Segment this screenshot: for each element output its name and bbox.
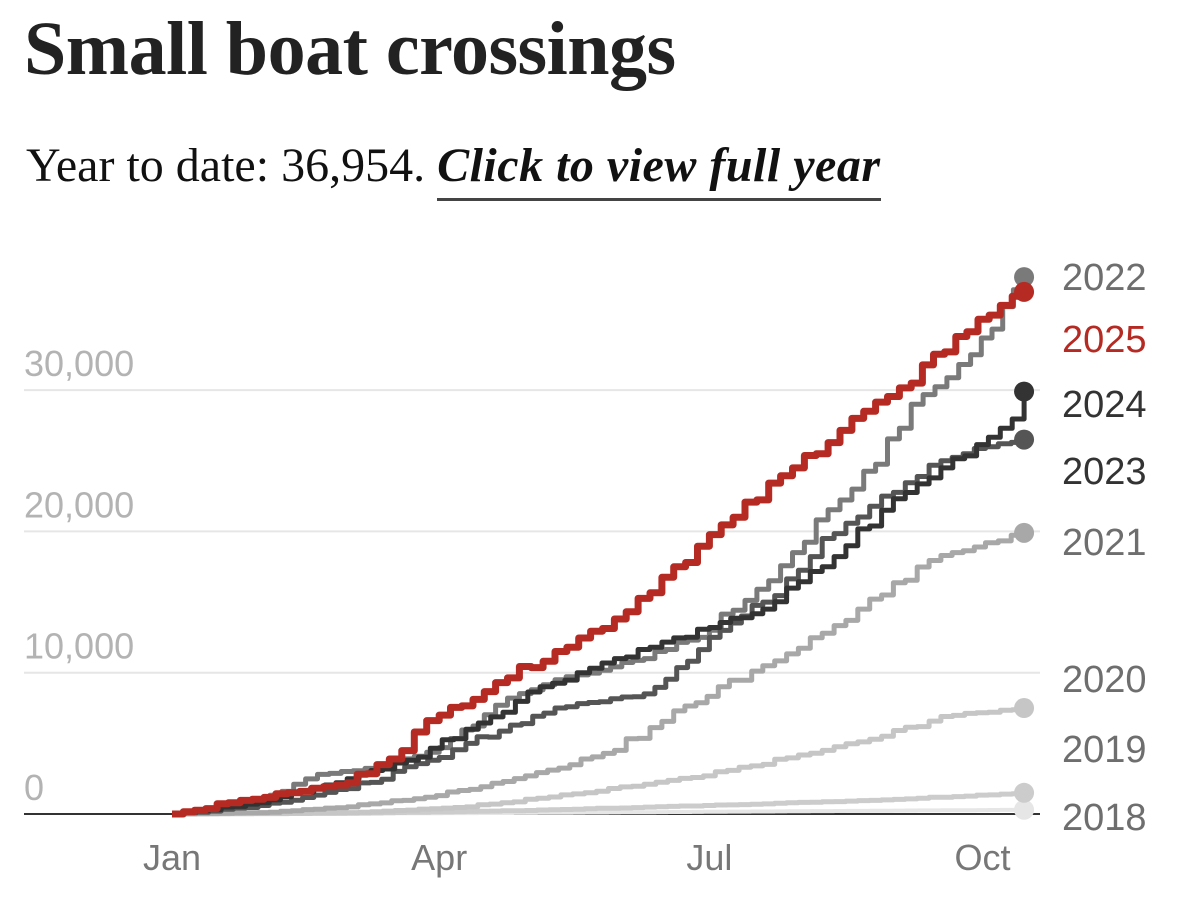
series-line-2021	[172, 532, 1027, 817]
series-end-dot-2024	[1014, 381, 1035, 402]
series-label-2023: 2023	[1062, 451, 1147, 493]
x-axis-labels: Jan Apr Jul Oct	[143, 837, 1011, 878]
y-tick-label: 10,000	[24, 626, 134, 667]
series-line-2025	[172, 291, 1028, 818]
series-label-2024: 2024	[1062, 384, 1147, 426]
y-tick-label: 0	[24, 767, 44, 808]
series-end-dot-2021	[1014, 522, 1035, 543]
year-to-date-text: Year to date: 36,954.	[26, 139, 426, 192]
series-end-dot-2022	[1014, 267, 1035, 288]
series-end-dot-2018	[1014, 799, 1035, 820]
y-tick-label: 30,000	[24, 343, 134, 384]
chart-title: Small boat crossings	[24, 7, 676, 91]
series-label-2021: 2021	[1062, 522, 1147, 564]
series-label-2022: 2022	[1062, 257, 1147, 299]
series-lines	[172, 277, 1028, 818]
series-label-2020: 2020	[1062, 659, 1147, 701]
x-tick-label: Oct	[954, 837, 1010, 878]
series-end-labels: 2018 2019 2020 2021 2022 2023 2024 2025	[1014, 257, 1147, 839]
x-tick-label: Jan	[143, 837, 201, 878]
series-end-dot-2025	[1014, 281, 1035, 302]
y-axis-labels: 0 10,000 20,000 30,000	[24, 343, 134, 808]
y-tick-label: 20,000	[24, 484, 134, 525]
series-end-dot-2019	[1014, 782, 1035, 803]
series-label-2019: 2019	[1062, 729, 1147, 771]
series-label-2025: 2025	[1062, 319, 1147, 361]
series-end-dot-2020	[1014, 698, 1035, 719]
series-label-2018: 2018	[1062, 797, 1147, 839]
series-line-2024	[172, 391, 1027, 817]
series-line-2022	[172, 277, 1027, 817]
x-tick-label: Jul	[686, 837, 732, 878]
view-full-year-link[interactable]: Click to view full year	[437, 139, 881, 201]
series-line-2023	[172, 439, 1027, 817]
series-end-dot-2023	[1014, 429, 1035, 450]
chart-subtitle: Year to date: 36,954. Click to view full…	[26, 138, 881, 201]
x-tick-label: Apr	[411, 837, 467, 878]
series-line-2020	[172, 707, 1027, 817]
